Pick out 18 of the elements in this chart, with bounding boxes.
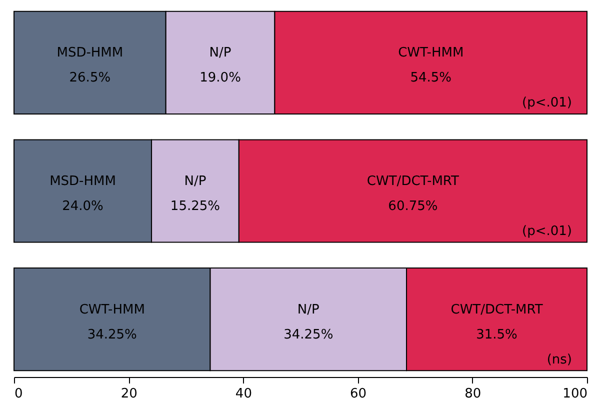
data-label: CWT/DCT-MRT 60.75% xyxy=(366,174,460,214)
x-tick-label: 0 xyxy=(14,386,23,400)
x-tick-label: 100 xyxy=(562,386,588,400)
annotation: (p<.01) xyxy=(522,224,572,239)
x-tick-label: 20 xyxy=(120,386,138,400)
data-label: MSD-HMM 24.0% xyxy=(50,174,116,214)
annotation: (p<.01) xyxy=(522,96,572,111)
data-label: CWT-HMM 54.5% xyxy=(398,46,464,86)
annotation: (ns) xyxy=(546,352,572,368)
data-label: N/P 34.25% xyxy=(284,302,334,342)
x-tick-label: 40 xyxy=(235,386,252,400)
data-label: MSD-HMM 26.5% xyxy=(56,46,124,86)
data-label: CWT/DCT-MRT 31.5% xyxy=(450,302,543,342)
data-label: N/P 19.0% xyxy=(200,46,241,86)
data-label: N/P 15.25% xyxy=(170,174,220,214)
x-tick-label: 60 xyxy=(350,386,367,400)
data-label: CWT-HMM 34.25% xyxy=(79,302,145,342)
x-tick-label: 80 xyxy=(464,386,482,400)
